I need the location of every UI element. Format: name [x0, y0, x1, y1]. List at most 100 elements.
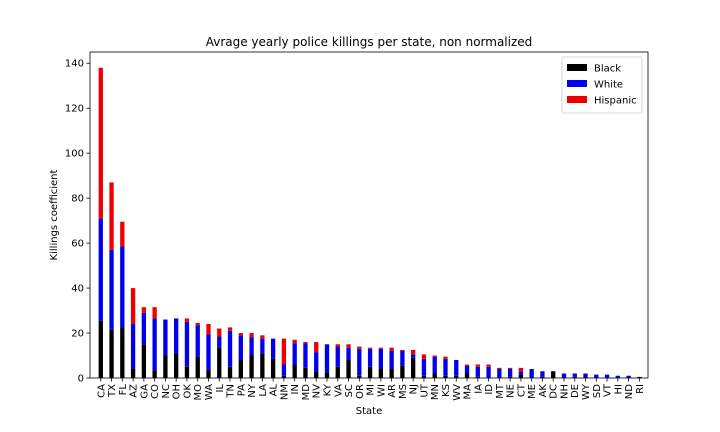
- bar-white-me: [529, 369, 534, 378]
- x-tick-label-sd: SD: [592, 384, 603, 398]
- x-tick-label-oh: OH: [172, 384, 183, 399]
- x-tick-label-ok: OK: [182, 384, 193, 399]
- bar-white-pa: [238, 335, 243, 361]
- bar-white-ky: [324, 344, 330, 373]
- bar-black-oh: [174, 353, 179, 378]
- x-tick-label-in: IN: [290, 384, 301, 394]
- bar-hispanic-mn: [432, 355, 437, 357]
- bar-black-pa: [238, 360, 243, 378]
- bar-white-tx: [109, 249, 114, 330]
- bar-black-ms: [400, 365, 405, 378]
- x-tick-label-pa: PA: [236, 384, 247, 396]
- y-axis-ticks: 0 20 40 60 80 100 120 140: [65, 59, 90, 385]
- bar-white-ga: [141, 312, 147, 345]
- bar-black-md: [303, 367, 308, 378]
- bar-black-ak: [540, 376, 545, 378]
- x-tick-label-va: VA: [333, 384, 344, 397]
- bar-hispanic-ma: [464, 364, 470, 366]
- bar-white-wv: [454, 360, 459, 376]
- y-tick-label: 20: [71, 329, 84, 340]
- bar-white-ms: [400, 351, 405, 366]
- bar-black-nv: [314, 371, 319, 378]
- bar-white-ar: [389, 351, 394, 370]
- bar-black-ct: [518, 374, 524, 378]
- bar-black-il: [217, 347, 222, 378]
- bar-white-vt: [604, 374, 610, 378]
- bar-white-or: [357, 348, 362, 376]
- x-tick-label-co: CO: [150, 384, 161, 399]
- bar-white-mi: [367, 348, 373, 367]
- bar-hispanic-ct: [518, 367, 524, 372]
- x-tick-label-wv: WV: [452, 384, 463, 401]
- bar-hispanic-nv: [314, 342, 319, 353]
- y-tick-label: 60: [71, 239, 84, 250]
- bar-white-de: [572, 373, 577, 377]
- x-axis-label: State: [356, 406, 382, 417]
- bar-black-de: [572, 376, 577, 378]
- x-tick-label-md: MD: [301, 384, 312, 401]
- x-tick-label-me: ME: [527, 384, 538, 399]
- x-tick-label-ar: AR: [387, 384, 398, 398]
- bar-white-ut: [421, 358, 427, 376]
- x-tick-label-ma: MA: [463, 384, 474, 400]
- x-tick-label-wy: WY: [581, 383, 592, 400]
- bar-hispanic-wa: [206, 324, 211, 335]
- x-tick-label-nc: NC: [161, 384, 172, 398]
- x-tick-label-tn: TN: [226, 384, 237, 399]
- x-tick-label-ak: AK: [538, 384, 549, 398]
- bar-black-in: [292, 364, 297, 378]
- x-tick-label-or: OR: [355, 384, 366, 399]
- bar-black-ut: [421, 375, 427, 378]
- bar-white-mn: [432, 356, 437, 374]
- x-tick-label-al: AL: [269, 384, 280, 397]
- bar-black-ar: [389, 369, 394, 378]
- bar-hispanic-ne: [507, 367, 513, 369]
- bar-white-il: [217, 336, 222, 348]
- y-tick-label: 140: [65, 59, 84, 70]
- x-tick-label-ri: RI: [635, 384, 646, 394]
- bar-hispanic-in: [292, 339, 297, 344]
- x-tick-label-de: DE: [570, 384, 581, 398]
- x-tick-label-ca: CA: [96, 384, 107, 398]
- bar-white-ca: [98, 218, 103, 321]
- x-tick-label-wi: WI: [376, 384, 387, 397]
- bar-white-nh: [561, 373, 567, 378]
- bar-white-ok: [184, 321, 190, 367]
- bar-white-ne: [507, 369, 513, 377]
- bar-black-nc: [163, 355, 168, 378]
- bar-hispanic-az: [130, 288, 136, 325]
- bar-white-ma: [464, 365, 470, 374]
- legend: Black White Hispanic: [561, 56, 643, 114]
- y-axis-label: Killings coefficient: [49, 169, 60, 260]
- bar-hispanic-il: [217, 328, 222, 337]
- bar-hispanic-ar: [389, 347, 394, 352]
- legend-swatch-white: [567, 80, 587, 87]
- bar-black-nm: [281, 375, 287, 378]
- y-tick-label: 120: [65, 104, 84, 115]
- bar-white-tn: [227, 330, 233, 367]
- x-tick-label-mo: MO: [193, 384, 204, 401]
- bar-white-ny: [249, 337, 254, 356]
- bar-black-ia: [475, 376, 480, 378]
- bar-black-mn: [432, 373, 437, 378]
- x-tick-label-hi: HI: [613, 384, 624, 394]
- bar-white-id: [486, 366, 491, 378]
- bar-black-ca: [98, 320, 103, 378]
- bar-black-az: [130, 369, 136, 378]
- bar-hispanic-ut: [421, 354, 427, 359]
- x-tick-label-la: LA: [258, 384, 269, 397]
- x-tick-label-ia: IA: [473, 384, 484, 394]
- bar-white-sd: [594, 374, 599, 378]
- bar-black-dc: [551, 371, 556, 378]
- x-tick-label-nv: NV: [312, 384, 323, 398]
- bar-hispanic-sc: [346, 344, 351, 348]
- y-tick-label: 100: [65, 149, 84, 160]
- bar-white-va: [335, 346, 340, 367]
- x-tick-label-ut: UT: [419, 383, 430, 397]
- bar-black-ne: [507, 376, 513, 378]
- x-tick-label-fl: FL: [118, 384, 129, 396]
- bar-black-la: [260, 353, 265, 378]
- plot-area-frame: [89, 51, 649, 379]
